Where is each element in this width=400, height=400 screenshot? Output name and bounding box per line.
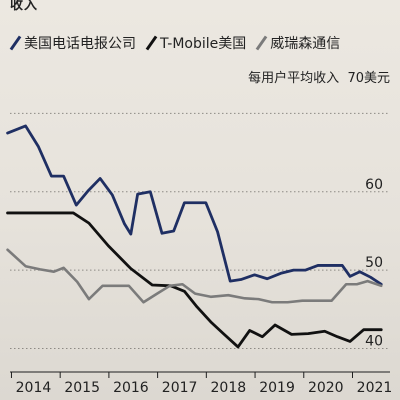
x-tick-label: 2017 — [162, 380, 198, 396]
x-tick-label: 2018 — [211, 380, 247, 396]
y-axis-unit: 70美元 — [347, 71, 390, 86]
legend-item-verizon: 美国电话电报公司 — [10, 33, 136, 53]
legend-label-tmobile: T-Mobile美国 — [160, 36, 247, 52]
gridlines — [10, 112, 390, 349]
axis-layer — [10, 371, 390, 378]
legend-label-att: 威瑞森通信 — [270, 36, 341, 52]
legend-item-att: 威瑞森通信 — [256, 33, 340, 53]
x-tick-label: 2021 — [357, 380, 393, 396]
legend-item-tmobile: T-Mobile美国 — [146, 33, 246, 53]
y-axis-unit-label: 每用户平均收入 70美元 — [248, 67, 390, 86]
y-axis-title: 每用户平均收入 — [248, 71, 340, 86]
y-tick-label: 60 — [365, 177, 383, 193]
series-line-tmobile — [6, 211, 383, 349]
x-tick-label: 2015 — [64, 380, 100, 396]
legend: 美国电话电报公司 T-Mobile美国 威瑞森通信 — [10, 33, 395, 53]
x-tick-label: 2016 — [113, 380, 149, 396]
series-line-att — [6, 248, 383, 304]
x-tick-label: 2014 — [16, 380, 52, 396]
y-tick-label: 40 — [365, 333, 383, 349]
x-tick-label: 2019 — [259, 380, 295, 396]
chart-title: 收入 — [10, 0, 39, 13]
legend-label-verizon: 美国电话电报公司 — [24, 36, 136, 52]
x-tick-label: 2020 — [308, 380, 344, 396]
y-tick-label: 50 — [365, 255, 383, 271]
labels-layer: 40 50 60 2014 2015 2016 2017 2018 2019 2020 2021 — [16, 177, 393, 396]
series-line-verizon — [6, 124, 383, 286]
series-lines — [6, 124, 383, 349]
